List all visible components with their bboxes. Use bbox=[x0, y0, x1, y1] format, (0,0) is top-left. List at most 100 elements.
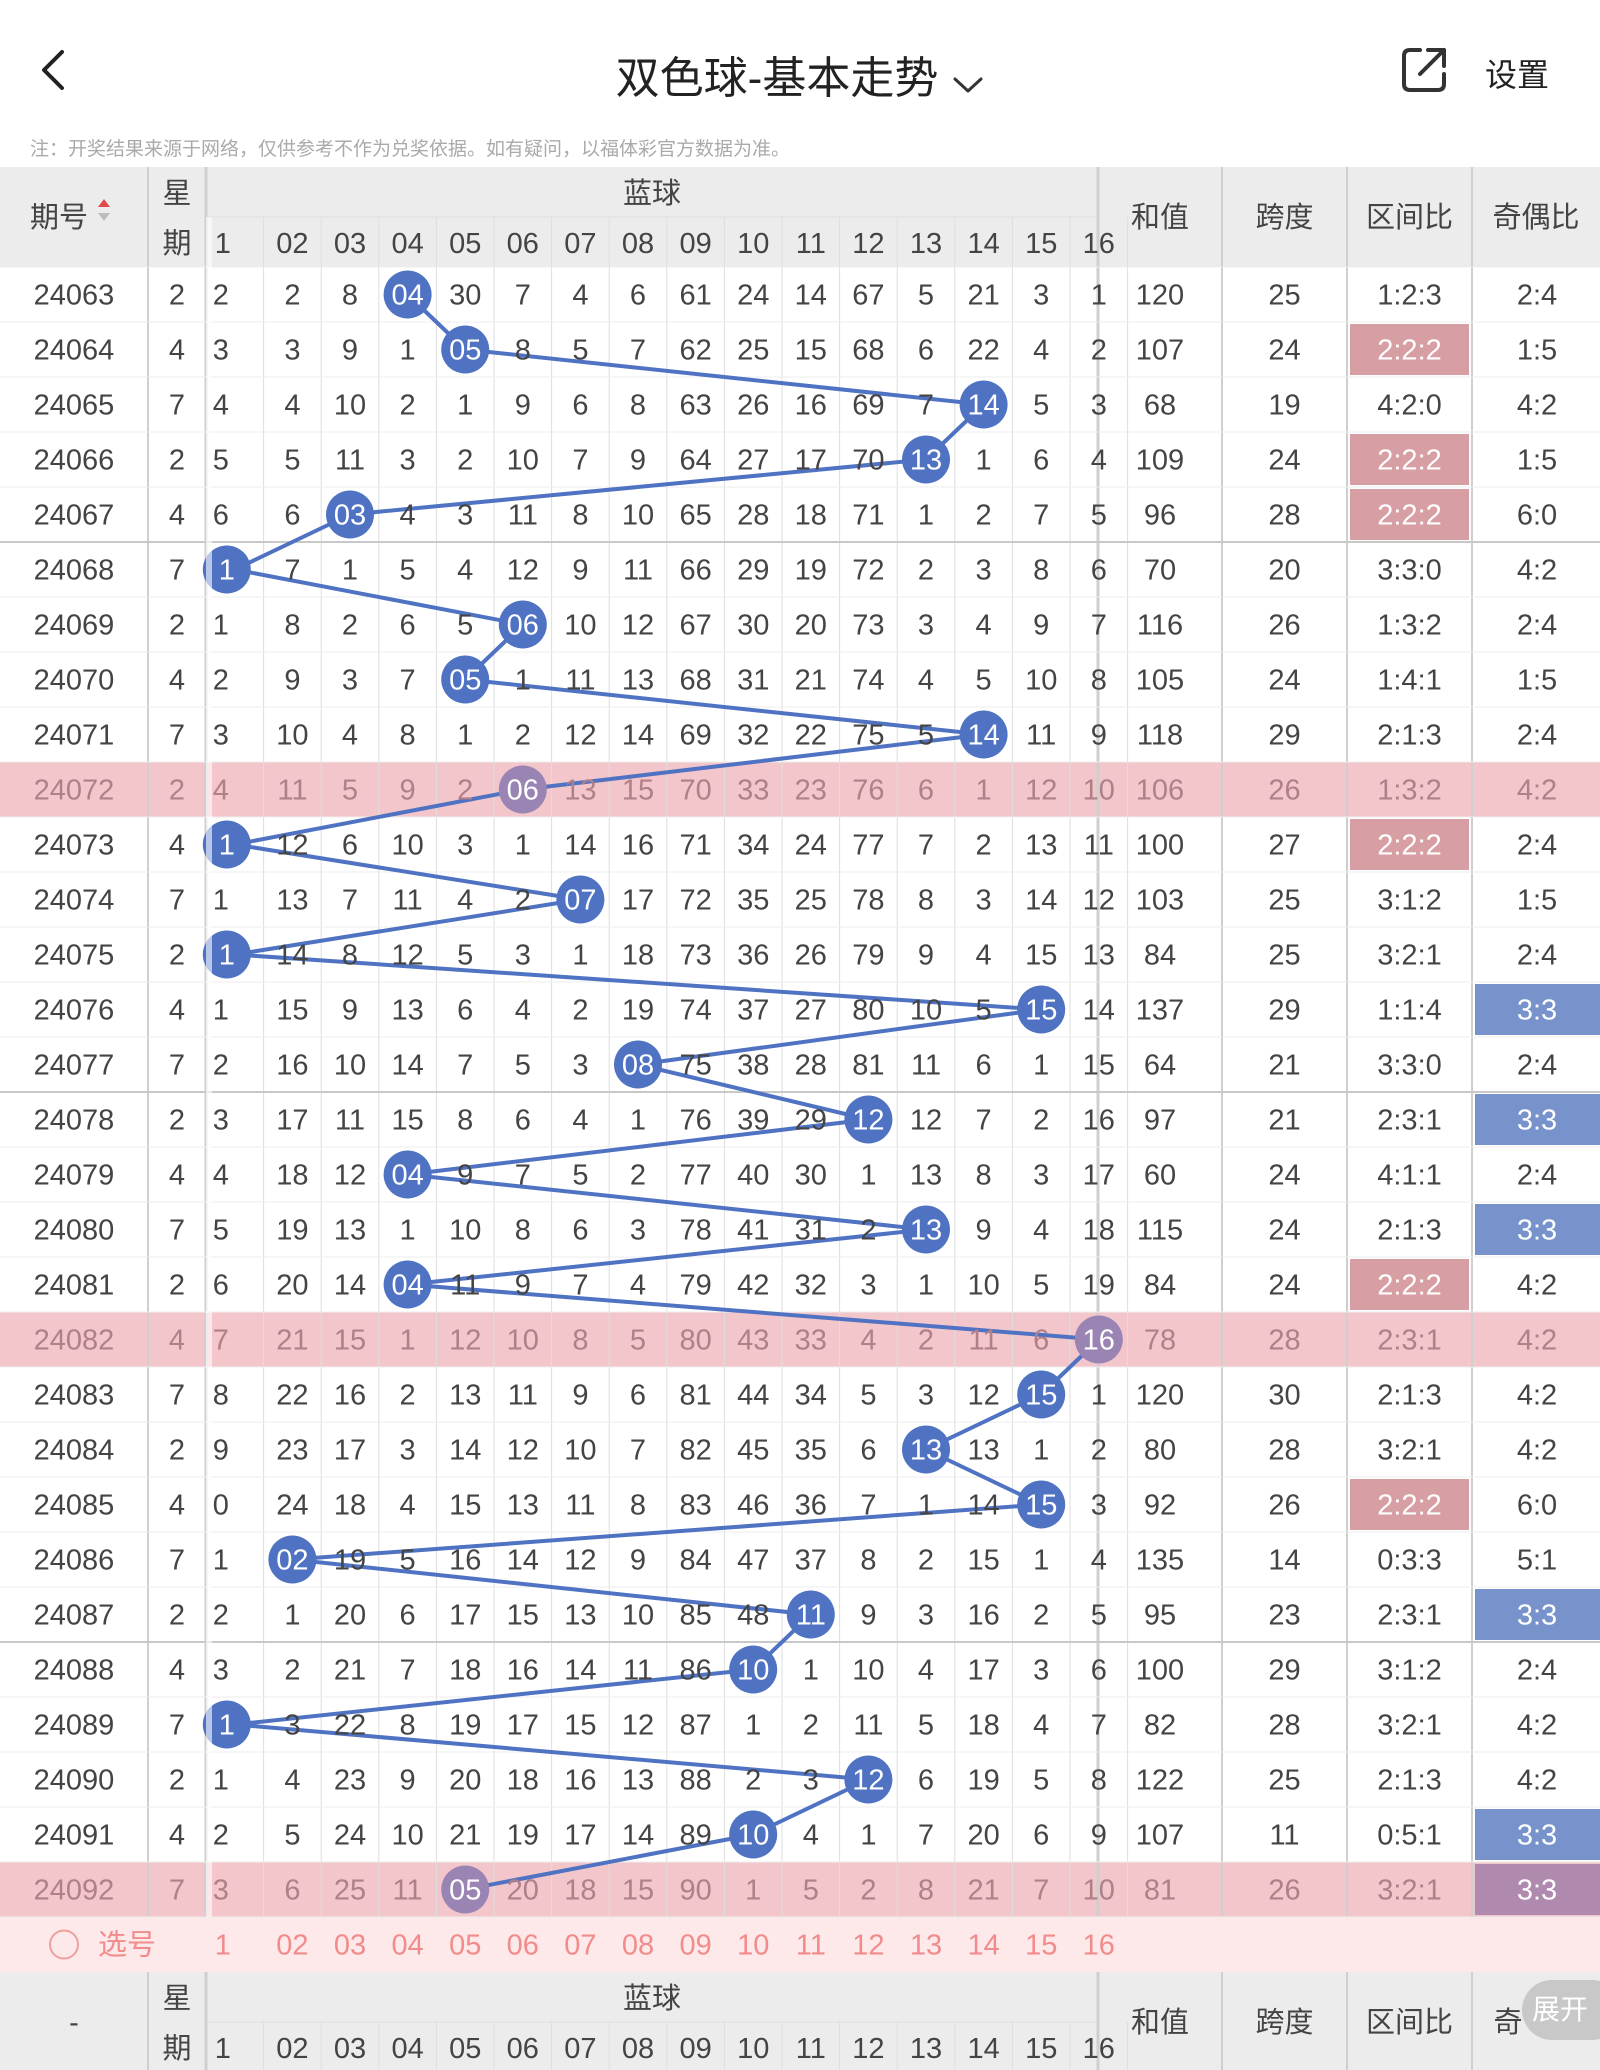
select-row-bg bbox=[0, 1917, 1600, 1972]
back-button[interactable] bbox=[30, 40, 90, 100]
week-cell: 7 bbox=[169, 1875, 185, 1907]
blue-miss-cell: 5 bbox=[918, 720, 934, 752]
blue-miss-cell: 65 bbox=[679, 500, 711, 532]
oddeven-cell: 4:2 bbox=[1517, 390, 1557, 422]
blue-miss-cell: 13 bbox=[276, 885, 308, 917]
blue-miss-cell: 40 bbox=[737, 1160, 769, 1192]
blue-miss-cell: 2 bbox=[213, 1050, 229, 1082]
blue-miss-cell: 3 bbox=[1091, 1490, 1107, 1522]
oddeven-highlight-cell bbox=[1475, 1204, 1600, 1255]
blue-miss-cell: 1 bbox=[745, 1710, 761, 1742]
blue-miss-cell: 1 bbox=[400, 1215, 416, 1247]
select-number: 10 bbox=[737, 1930, 769, 1962]
zone-cell: 2:3:1 bbox=[1377, 1325, 1442, 1357]
share-button[interactable] bbox=[1398, 44, 1450, 96]
blue-miss-cell: 25 bbox=[795, 885, 827, 917]
sum-cell: 68 bbox=[1144, 390, 1176, 422]
blue-miss-cell: 3 bbox=[213, 1105, 229, 1137]
span-cell: 25 bbox=[1268, 1765, 1300, 1797]
zone-cell: 2:2:2 bbox=[1377, 500, 1442, 532]
span-cell: 24 bbox=[1268, 1215, 1300, 1247]
oddeven-highlight-cell bbox=[1475, 1809, 1600, 1860]
blue-miss-cell: 71 bbox=[852, 500, 884, 532]
blue-miss-cell: 67 bbox=[852, 280, 884, 312]
blue-miss-cell: 8 bbox=[860, 1545, 876, 1577]
blue-miss-cell: 1 bbox=[284, 1600, 300, 1632]
blue-miss-cell: 34 bbox=[737, 830, 769, 862]
blue-miss-cell: 5 bbox=[400, 555, 416, 587]
blue-ball bbox=[441, 655, 490, 704]
blue-ball-number: 1 bbox=[219, 940, 235, 972]
header-week-top: 星 bbox=[162, 1983, 191, 2015]
header-blue-col: 06 bbox=[507, 228, 539, 260]
disclaimer-notice: 注：开奖结果来源于网络，仅供参考不作为兑奖依据。如有疑问，以福体彩官方数据为准。 bbox=[30, 139, 791, 160]
week-cell: 7 bbox=[169, 1710, 185, 1742]
blue-miss-cell: 48 bbox=[737, 1600, 769, 1632]
oddeven-highlight-cell bbox=[1475, 984, 1600, 1035]
page-title-dropdown[interactable]: 双色球-基本走势 bbox=[0, 42, 1600, 106]
period-cell: 24091 bbox=[34, 1820, 115, 1852]
blue-miss-cell: 4 bbox=[284, 390, 300, 422]
blue-miss-cell: 82 bbox=[679, 1435, 711, 1467]
blue-miss-cell: 3 bbox=[976, 885, 992, 917]
header-blue-col: 14 bbox=[967, 228, 999, 260]
blue-miss-cell: 37 bbox=[737, 995, 769, 1027]
sort-down-icon bbox=[98, 213, 110, 221]
blue-miss-cell: 16 bbox=[564, 1765, 596, 1797]
blue-miss-cell: 5 bbox=[1033, 1270, 1049, 1302]
blue-miss-cell: 75 bbox=[679, 1050, 711, 1082]
header-blue-col: 04 bbox=[391, 2033, 423, 2065]
span-cell: 26 bbox=[1268, 1490, 1300, 1522]
blue-ball-number: 04 bbox=[391, 280, 423, 312]
period-cell: 24079 bbox=[34, 1160, 115, 1192]
blue-miss-cell: 88 bbox=[679, 1765, 711, 1797]
sum-cell: 118 bbox=[1137, 720, 1183, 752]
select-number: 13 bbox=[910, 1930, 942, 1962]
span-cell: 23 bbox=[1268, 1600, 1300, 1632]
header-blue-col: 14 bbox=[967, 2033, 999, 2065]
settings-button[interactable]: 设置 bbox=[1485, 57, 1550, 93]
blue-miss-cell: 2 bbox=[213, 280, 229, 312]
blue-ball-number: 10 bbox=[737, 1655, 769, 1687]
blue-miss-cell: 13 bbox=[564, 1600, 596, 1632]
span-cell: 29 bbox=[1268, 1655, 1300, 1687]
zone-cell: 2:2:2 bbox=[1377, 830, 1442, 862]
blue-miss-cell: 5 bbox=[630, 1325, 646, 1357]
expand-button[interactable]: 展开 bbox=[1522, 1980, 1600, 2040]
header-blue-col: 09 bbox=[679, 228, 711, 260]
select-number: 04 bbox=[391, 1930, 423, 1962]
oddeven-cell: 4:2 bbox=[1517, 1325, 1557, 1357]
select-number: 05 bbox=[449, 1930, 481, 1962]
zone-cell: 3:2:1 bbox=[1377, 940, 1442, 972]
blue-miss-cell: 24 bbox=[737, 280, 769, 312]
blue-miss-cell: 9 bbox=[572, 555, 588, 587]
oddeven-cell: 4:2 bbox=[1517, 1435, 1557, 1467]
blue-miss-cell: 3 bbox=[860, 1270, 876, 1302]
blue-miss-cell: 1 bbox=[213, 1545, 229, 1577]
blue-miss-cell: 7 bbox=[515, 280, 531, 312]
blue-ball-number: 06 bbox=[507, 610, 539, 642]
sum-cell: 95 bbox=[1144, 1600, 1176, 1632]
sum-cell: 64 bbox=[1144, 1050, 1176, 1082]
blue-ball bbox=[1074, 1315, 1123, 1364]
blue-ball bbox=[556, 875, 605, 924]
week-cell: 2 bbox=[169, 1435, 185, 1467]
period-cell: 24080 bbox=[34, 1215, 115, 1247]
blue-miss-cell: 2 bbox=[630, 1160, 646, 1192]
blue-miss-cell: 4 bbox=[918, 665, 934, 697]
blue-miss-cell: 10 bbox=[564, 610, 596, 642]
blue-miss-cell: 62 bbox=[679, 335, 711, 367]
blue-miss-cell: 8 bbox=[515, 335, 531, 367]
header-blue: 蓝球 bbox=[623, 1982, 681, 2015]
sum-cell: 120 bbox=[1136, 1380, 1184, 1412]
blue-miss-cell: 9 bbox=[515, 1270, 531, 1302]
blue-miss-cell: 19 bbox=[1083, 1270, 1115, 1302]
blue-miss-cell: 14 bbox=[795, 280, 827, 312]
sum-cell: 84 bbox=[1144, 1270, 1176, 1302]
blue-miss-cell: 32 bbox=[795, 1270, 827, 1302]
highlight-row-bg bbox=[0, 762, 1600, 817]
blue-miss-cell: 43 bbox=[737, 1325, 769, 1357]
sum-cell: 84 bbox=[1144, 940, 1176, 972]
period-cell: 24089 bbox=[34, 1710, 115, 1742]
blue-miss-cell: 4 bbox=[976, 610, 992, 642]
